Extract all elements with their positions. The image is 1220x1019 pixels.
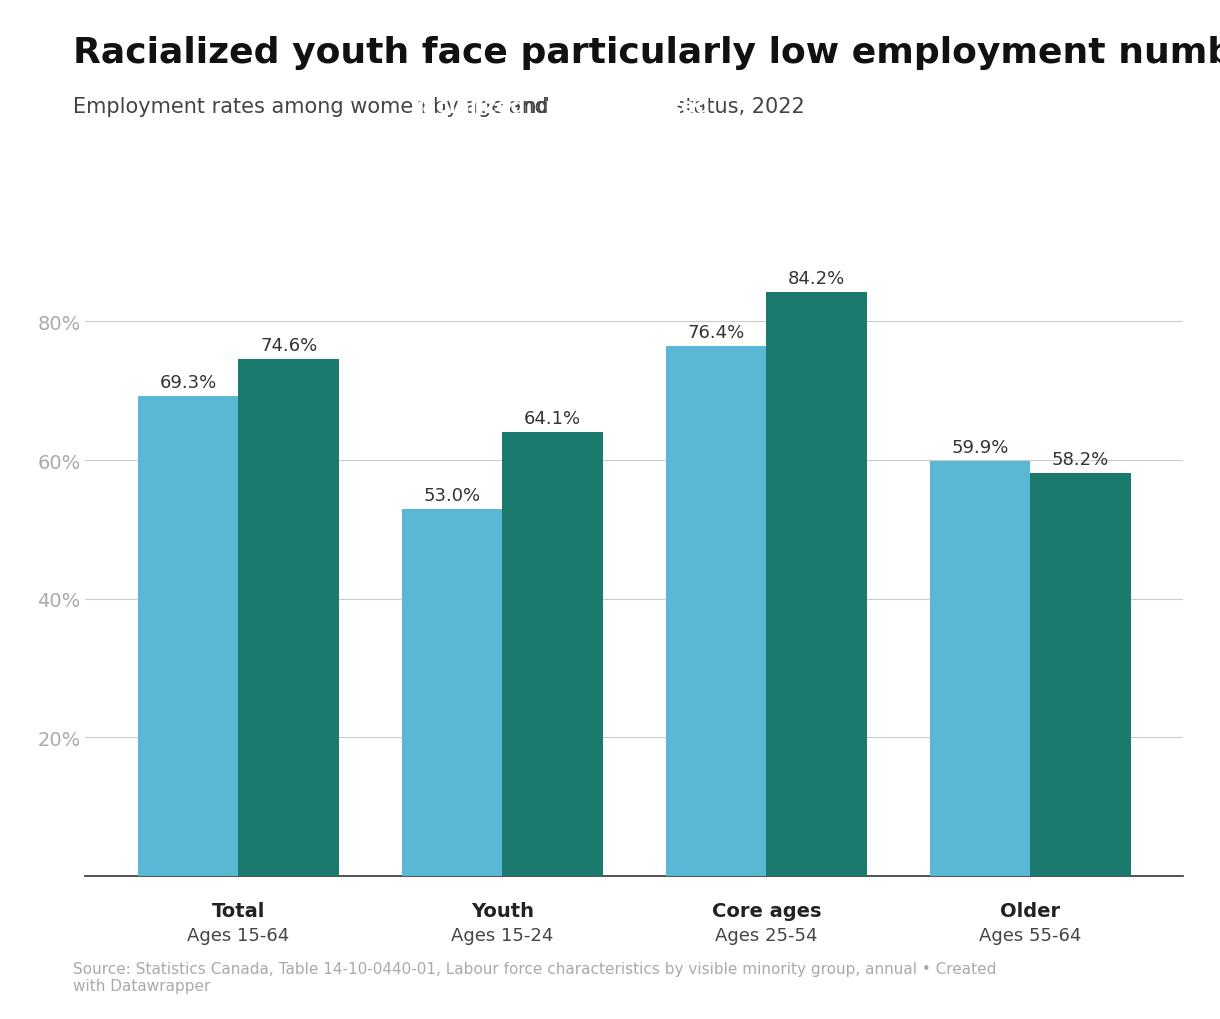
- Text: 53.0%: 53.0%: [423, 486, 481, 504]
- Text: Racialized youth face particularly low employment numbers: Racialized youth face particularly low e…: [73, 36, 1220, 69]
- Text: and: and: [501, 97, 554, 117]
- Text: Youth: Youth: [471, 902, 534, 920]
- Text: racialized: racialized: [412, 97, 526, 117]
- Bar: [930, 462, 1031, 876]
- Text: 58.2%: 58.2%: [1052, 450, 1109, 468]
- Text: Ages 55-64: Ages 55-64: [980, 926, 1081, 945]
- Text: 76.4%: 76.4%: [688, 324, 745, 342]
- Text: 84.2%: 84.2%: [788, 270, 845, 288]
- Text: Total: Total: [212, 902, 265, 920]
- Text: Core ages: Core ages: [711, 902, 821, 920]
- Bar: [503, 432, 603, 876]
- Text: Ages 15-64: Ages 15-64: [188, 926, 289, 945]
- Text: 59.9%: 59.9%: [952, 438, 1009, 457]
- Bar: [403, 510, 503, 876]
- Text: Ages 15-24: Ages 15-24: [451, 926, 554, 945]
- Text: 64.1%: 64.1%: [525, 410, 581, 427]
- Bar: [766, 292, 866, 876]
- Text: non-racialized: non-racialized: [544, 97, 710, 117]
- Text: status, 2022: status, 2022: [669, 97, 805, 117]
- Bar: [238, 360, 339, 876]
- Text: 74.6%: 74.6%: [260, 336, 317, 355]
- Text: Source: Statistics Canada, Table 14-10-0440-01, Labour force characteristics by : Source: Statistics Canada, Table 14-10-0…: [73, 961, 997, 994]
- Bar: [666, 346, 766, 876]
- Bar: [138, 396, 238, 876]
- Text: 69.3%: 69.3%: [160, 373, 217, 391]
- Text: Ages 25-54: Ages 25-54: [715, 926, 817, 945]
- Text: Employment rates among women by age and: Employment rates among women by age and: [73, 97, 556, 117]
- Text: Older: Older: [1000, 902, 1060, 920]
- Bar: [1031, 473, 1131, 876]
